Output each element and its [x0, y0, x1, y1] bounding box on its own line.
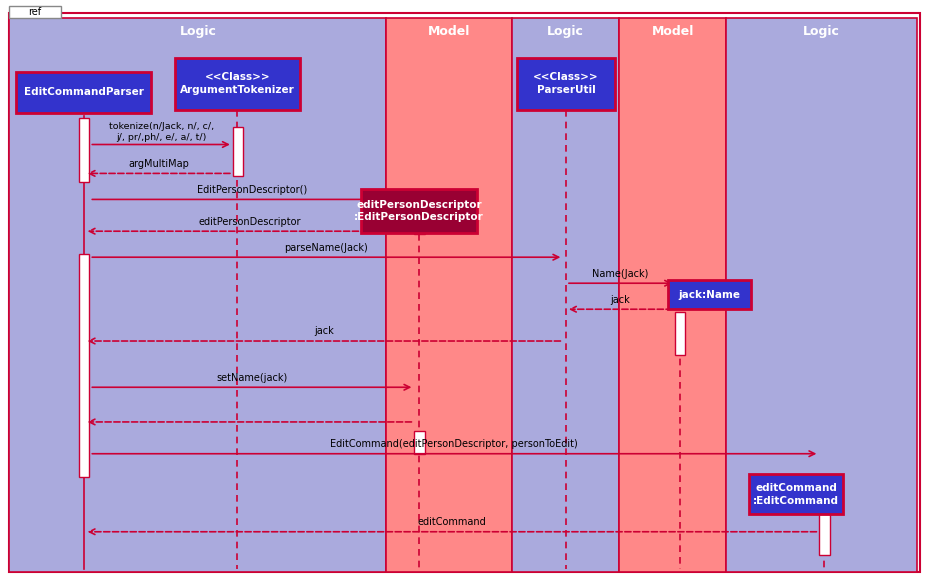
Bar	[360, 190, 477, 232]
Text: argMultiMap: argMultiMap	[128, 159, 189, 169]
Text: Name(Jack): Name(Jack)	[592, 269, 649, 279]
Bar	[79, 254, 89, 477]
Text: jack:Name: jack:Name	[679, 290, 740, 300]
Text: editPersonDescriptor
:EditPersonDescriptor: editPersonDescriptor :EditPersonDescript…	[354, 199, 484, 223]
Text: jack: jack	[314, 327, 334, 336]
Text: parseName(Jack): parseName(Jack)	[285, 243, 368, 253]
Bar	[675, 312, 685, 355]
Bar	[819, 514, 830, 555]
Text: Model: Model	[652, 25, 694, 38]
Text: editPersonDescriptor: editPersonDescriptor	[198, 217, 301, 227]
Text: editCommand
:EditCommand: editCommand :EditCommand	[753, 483, 839, 506]
Text: jack: jack	[611, 295, 630, 305]
Text: <<Class>>
ParserUtil: <<Class>> ParserUtil	[533, 72, 599, 95]
Text: EditPersonDescriptor(): EditPersonDescriptor()	[196, 185, 307, 195]
Bar	[749, 474, 843, 514]
Text: Logic: Logic	[803, 25, 840, 38]
Bar	[17, 72, 151, 113]
Text: EditCommandParser: EditCommandParser	[24, 87, 143, 98]
Bar	[414, 431, 425, 454]
Text: Logic: Logic	[547, 25, 584, 38]
Text: ref: ref	[28, 7, 41, 17]
Text: Logic: Logic	[180, 25, 216, 38]
Text: EditCommand(editPersonDescriptor, personToEdit): EditCommand(editPersonDescriptor, person…	[331, 439, 578, 449]
Bar	[414, 208, 425, 234]
Bar	[512, 18, 619, 572]
Bar	[668, 280, 751, 309]
Bar	[175, 58, 300, 110]
Bar	[233, 127, 243, 176]
Bar	[9, 18, 386, 572]
Text: tokenize(n/Jack, n/, c/,
j/, pr/,ph/, e/, a/, t/): tokenize(n/Jack, n/, c/, j/, pr/,ph/, e/…	[109, 121, 213, 142]
Bar	[386, 18, 512, 572]
Bar	[726, 18, 917, 572]
Bar	[619, 18, 726, 572]
Bar	[79, 118, 89, 182]
Bar	[9, 6, 61, 18]
Bar	[517, 58, 614, 110]
Text: editCommand: editCommand	[418, 517, 486, 527]
Text: setName(jack): setName(jack)	[216, 373, 288, 383]
Text: Model: Model	[428, 25, 470, 38]
Text: <<Class>>
ArgumentTokenizer: <<Class>> ArgumentTokenizer	[180, 72, 295, 95]
